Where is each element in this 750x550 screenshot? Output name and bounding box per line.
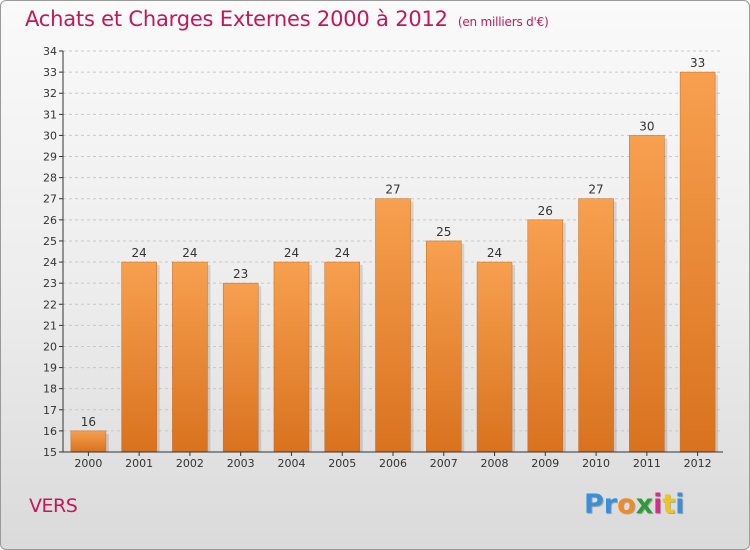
logo-letter: i bbox=[653, 489, 663, 520]
bar-value-label: 24 bbox=[284, 246, 299, 260]
y-tick-label: 29 bbox=[43, 151, 57, 164]
bar-value-label: 24 bbox=[132, 246, 147, 260]
x-tick-label: 2005 bbox=[328, 457, 356, 470]
bar-value-label: 16 bbox=[81, 415, 96, 429]
bar bbox=[426, 240, 462, 453]
bar bbox=[578, 198, 614, 453]
logo-letter: o bbox=[617, 489, 636, 520]
x-tick-label: 2011 bbox=[633, 457, 661, 470]
bar bbox=[222, 282, 259, 453]
y-tick-label: 20 bbox=[43, 340, 57, 353]
y-tick-label: 18 bbox=[43, 383, 57, 396]
bar-value-label: 26 bbox=[538, 204, 553, 218]
x-tick-label: 2002 bbox=[176, 457, 204, 470]
x-tick-label: 2000 bbox=[74, 457, 102, 470]
logo-letter: P bbox=[584, 489, 604, 520]
logo-letter: x bbox=[635, 489, 654, 520]
bar-value-label: 24 bbox=[335, 246, 350, 260]
y-tick-label: 25 bbox=[43, 235, 57, 248]
bar bbox=[527, 219, 564, 453]
bar-value-label: 30 bbox=[639, 119, 654, 133]
bar bbox=[476, 261, 513, 453]
y-tick-label: 34 bbox=[43, 45, 57, 58]
x-tick-label: 2008 bbox=[481, 457, 509, 470]
logo-letter: i bbox=[675, 489, 685, 520]
bar bbox=[324, 261, 360, 453]
bar-value-label: 24 bbox=[182, 246, 197, 260]
y-tick-label: 15 bbox=[43, 446, 57, 459]
x-tick-label: 2003 bbox=[227, 457, 255, 470]
y-tick-label: 31 bbox=[43, 108, 57, 121]
chart-subtitle: (en milliers d'€) bbox=[457, 15, 549, 29]
y-tick-label: 23 bbox=[43, 277, 57, 290]
logo-letter: r bbox=[603, 489, 618, 520]
bar bbox=[629, 135, 665, 453]
logo-letter: t bbox=[662, 489, 676, 520]
x-tick-label: 2007 bbox=[430, 457, 458, 470]
x-tick-label: 2001 bbox=[125, 457, 153, 470]
place-name: VERS bbox=[29, 495, 78, 517]
y-tick-label: 16 bbox=[43, 425, 57, 438]
y-tick-label: 30 bbox=[43, 129, 57, 142]
x-tick-label: 2009 bbox=[531, 457, 559, 470]
chart-title-text: Achats et Charges Externes 2000 à 2012 bbox=[25, 7, 448, 31]
bar-value-label: 27 bbox=[385, 183, 400, 197]
bar-value-label: 24 bbox=[487, 246, 502, 260]
x-tick-label: 2010 bbox=[582, 457, 610, 470]
bar-value-label: 27 bbox=[588, 183, 603, 197]
y-tick-label: 19 bbox=[43, 362, 57, 375]
bar bbox=[375, 198, 411, 453]
y-tick-label: 21 bbox=[43, 319, 57, 332]
bar bbox=[273, 261, 310, 453]
bar-value-label: 25 bbox=[436, 225, 451, 239]
y-tick-label: 22 bbox=[43, 298, 57, 311]
proxiti-logo: Proxiti bbox=[584, 489, 685, 520]
bar bbox=[172, 261, 208, 453]
bar-value-label: 23 bbox=[233, 267, 248, 281]
y-tick-label: 32 bbox=[43, 87, 57, 100]
bar-value-label: 33 bbox=[690, 56, 705, 70]
x-tick-label: 2012 bbox=[684, 457, 712, 470]
bar bbox=[679, 71, 716, 453]
bar bbox=[121, 261, 157, 453]
y-tick-label: 27 bbox=[43, 193, 57, 206]
y-tick-label: 17 bbox=[43, 404, 57, 417]
y-tick-label: 28 bbox=[43, 172, 57, 185]
bar bbox=[70, 430, 107, 453]
y-tick-label: 24 bbox=[43, 256, 57, 269]
chart-title: Achats et Charges Externes 2000 à 2012 (e… bbox=[25, 7, 549, 31]
y-tick-label: 33 bbox=[43, 66, 57, 79]
y-tick-label: 26 bbox=[43, 214, 57, 227]
x-tick-label: 2006 bbox=[379, 457, 407, 470]
x-tick-label: 2004 bbox=[277, 457, 305, 470]
